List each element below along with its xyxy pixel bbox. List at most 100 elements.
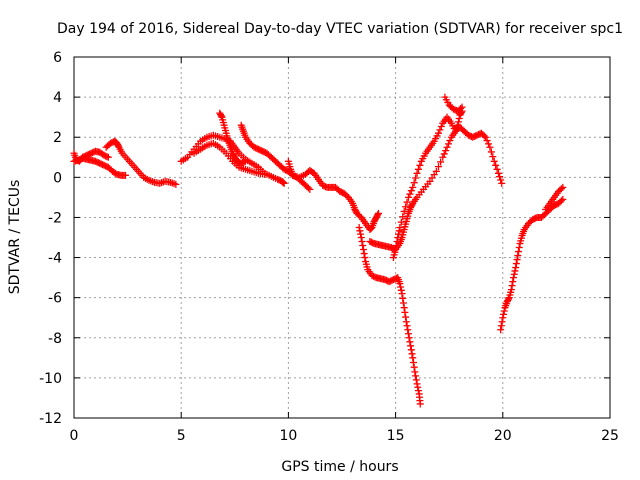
data-point — [357, 230, 365, 238]
data-point — [217, 112, 225, 120]
data-point — [304, 184, 312, 192]
data-point — [170, 180, 178, 188]
data-point — [392, 246, 400, 254]
data-point — [402, 313, 410, 321]
data-point — [104, 153, 112, 161]
series-group — [497, 195, 567, 334]
y-tick-labels: 6 4 2 0 -2 -4 -6 -8 -10 -12 — [39, 50, 62, 427]
data-point — [515, 248, 523, 256]
data-point — [511, 267, 519, 275]
data-point — [497, 326, 505, 334]
data-point — [158, 179, 166, 187]
data-point — [454, 118, 462, 126]
series-group — [284, 157, 382, 233]
data-point — [416, 400, 424, 408]
data-point — [279, 179, 287, 187]
data-point — [440, 150, 448, 158]
data-point — [409, 183, 417, 191]
data-point — [559, 183, 567, 191]
data-point — [559, 195, 567, 203]
data-point — [507, 286, 515, 294]
data-point — [395, 227, 403, 235]
data-point — [399, 213, 407, 221]
data-point — [356, 227, 364, 235]
data-point — [392, 242, 400, 250]
y-tick-label: 4 — [53, 90, 62, 106]
data-point — [490, 157, 498, 165]
x-tick-label: 15 — [387, 428, 405, 444]
data-point — [485, 140, 493, 148]
series-group — [102, 137, 180, 188]
data-point — [446, 137, 454, 145]
data-point — [454, 121, 462, 129]
data-point — [397, 218, 405, 226]
data-point — [495, 169, 503, 177]
data-point — [399, 294, 407, 302]
data-point — [500, 307, 508, 315]
data-point — [497, 322, 505, 330]
data-point — [509, 278, 517, 286]
data-point — [412, 376, 420, 384]
data-point — [483, 137, 491, 145]
x-tick-label: 5 — [177, 428, 186, 444]
data-point — [480, 132, 488, 140]
data-point — [413, 169, 421, 177]
data-point — [406, 338, 414, 346]
data-point — [432, 167, 440, 175]
data-point — [261, 170, 269, 178]
data-point — [168, 179, 176, 187]
data-point — [486, 143, 494, 151]
data-point — [515, 244, 523, 252]
data-point — [359, 242, 367, 250]
data-point — [500, 310, 508, 318]
data-point — [396, 280, 404, 288]
data-point — [409, 359, 417, 367]
data-point — [414, 383, 422, 391]
data-point — [413, 380, 421, 388]
data-point — [401, 308, 409, 316]
data-point — [508, 282, 516, 290]
data-point — [280, 179, 288, 187]
data-point — [398, 290, 406, 298]
data-point — [403, 198, 411, 206]
data-point — [436, 126, 444, 134]
data-point — [444, 140, 452, 148]
data-point — [400, 207, 408, 215]
data-point — [360, 250, 368, 258]
data-point — [402, 318, 410, 326]
data-point — [412, 174, 420, 182]
data-point — [240, 158, 248, 166]
data-point — [437, 158, 445, 166]
data-point — [404, 193, 412, 201]
y-tick-label: -4 — [48, 251, 62, 267]
series-group — [389, 107, 466, 262]
data-point — [443, 143, 451, 151]
data-point — [458, 103, 466, 111]
data-point — [405, 334, 413, 342]
x-tick-label: 20 — [494, 428, 512, 444]
data-point — [498, 179, 506, 187]
y-tick-label: 2 — [53, 130, 62, 146]
series-group — [366, 123, 506, 254]
data-point — [455, 115, 463, 123]
data-point — [482, 133, 490, 141]
data-point — [410, 363, 418, 371]
series-group — [441, 93, 466, 115]
data-point — [355, 223, 363, 231]
x-axis-label: GPS time / hours — [281, 459, 398, 475]
axis-ticks — [73, 56, 611, 419]
y-axis-label: SDTVAR / TECUs — [7, 180, 23, 295]
series-group — [216, 109, 250, 167]
data-point — [409, 354, 417, 362]
y-tick-label: 0 — [53, 170, 62, 186]
data-point — [407, 342, 415, 350]
data-point — [407, 346, 415, 354]
chart-title: Day 194 of 2016, Sidereal Day-to-day VTE… — [57, 21, 623, 37]
data-point — [396, 223, 404, 231]
series-group — [542, 183, 567, 213]
data-point — [512, 264, 520, 272]
data-point — [374, 209, 382, 217]
data-point — [397, 286, 405, 294]
data-point — [412, 372, 420, 380]
